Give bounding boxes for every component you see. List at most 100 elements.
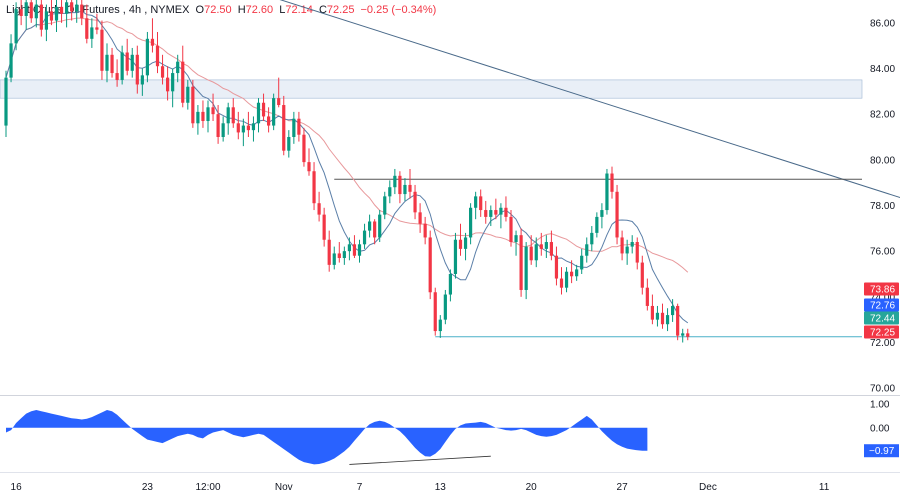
candle-body: [660, 312, 665, 325]
candle-body: [600, 210, 604, 217]
candle-body: [191, 86, 195, 124]
candle-body: [95, 27, 99, 30]
candle: [105, 43, 109, 83]
candle-body: [474, 196, 478, 208]
candle: [570, 260, 574, 284]
candle-body: [357, 244, 362, 256]
time-tick-label: Nov: [275, 482, 293, 493]
candle-body: [378, 214, 382, 238]
candle: [393, 168, 397, 195]
fast-moving-average: [5, 10, 689, 324]
candle: [403, 178, 407, 201]
candle: [9, 34, 13, 83]
interval-label: 4h: [129, 4, 141, 16]
candle: [539, 232, 543, 256]
candle: [19, 0, 23, 26]
time-axis[interactable]: 16 23 12:00 Nov 7 13 20 27 Dec 11: [11, 482, 830, 493]
candle: [453, 232, 458, 279]
candle-body: [671, 305, 675, 316]
candle-body: [393, 175, 397, 188]
candle: [317, 191, 321, 222]
candle: [671, 299, 675, 322]
time-tick-label: 12:00: [195, 482, 220, 493]
price-tick-label: 82.00: [870, 110, 895, 121]
candle: [59, 0, 64, 23]
candle: [241, 118, 245, 147]
candle: [155, 31, 160, 74]
candle-body: [256, 102, 261, 124]
candle: [448, 269, 452, 302]
candle-body: [635, 242, 639, 263]
candle: [645, 278, 649, 311]
candle-body: [327, 239, 331, 265]
oscillator-value-label: −0.97: [869, 446, 895, 457]
candle: [14, 2, 18, 51]
candle-body: [140, 75, 144, 85]
candle-body: [413, 191, 417, 213]
candle-body: [655, 312, 660, 320]
candle-body: [398, 175, 402, 195]
time-tick-label: 16: [11, 482, 23, 493]
candle: [277, 77, 281, 108]
candle-body: [509, 216, 513, 243]
price-axis[interactable]: 86.00 84.00 82.00 80.00 78.00 76.00 74.00 72.00…: [864, 18, 899, 395]
candle-body: [65, 2, 69, 14]
candle-body: [186, 86, 190, 103]
candle: [554, 246, 559, 286]
candle: [80, 0, 84, 26]
candle-body: [24, 2, 28, 16]
candle-body: [665, 315, 670, 325]
candle-body: [438, 319, 442, 332]
candle-body: [529, 246, 533, 261]
candle: [261, 93, 266, 122]
candle: [110, 47, 114, 78]
candle: [85, 4, 89, 44]
price-badge-label: 72.44: [870, 314, 895, 325]
candle-body: [59, 6, 64, 14]
candle: [186, 79, 190, 110]
candle-body: [580, 255, 584, 270]
candle-body: [34, 4, 38, 19]
candle-body: [241, 125, 245, 133]
candle: [49, 0, 54, 26]
price-badge-label: 72.25: [870, 328, 895, 339]
candle-body: [418, 212, 422, 224]
price-badge-bg: [864, 325, 899, 339]
price-badge: 72.44: [864, 311, 899, 325]
candle: [342, 246, 346, 265]
candle: [272, 93, 276, 131]
candle: [327, 230, 331, 272]
candle-body: [463, 237, 468, 249]
candle: [100, 20, 104, 80]
candle-body: [373, 221, 377, 238]
candle: [246, 111, 250, 137]
candle-body: [267, 116, 271, 126]
candle: [221, 116, 225, 142]
candle-body: [100, 29, 104, 71]
candle-body: [70, 2, 74, 12]
candle: [176, 54, 180, 83]
candle: [499, 203, 503, 229]
candle-body: [44, 11, 48, 30]
candle-body: [453, 239, 458, 274]
candle-body: [307, 162, 311, 172]
candle: [469, 203, 473, 245]
change-value: −0.25 (−0.34%): [361, 4, 437, 16]
candle: [575, 264, 579, 281]
candle: [125, 38, 129, 76]
candle: [494, 198, 498, 220]
oscillator-tick-label: 1.00: [870, 400, 890, 411]
candle-body: [302, 134, 306, 163]
candle: [463, 232, 468, 261]
candle-body: [297, 118, 301, 135]
time-tick-label: 13: [435, 482, 447, 493]
candle: [686, 328, 690, 341]
candle-body: [504, 207, 508, 217]
price-badge: 72.25: [864, 325, 899, 339]
candle: [479, 189, 483, 217]
close-value: 72.25: [327, 4, 355, 16]
price-tick-label: 76.00: [870, 247, 895, 258]
candle: [357, 239, 362, 263]
candle: [438, 315, 442, 338]
